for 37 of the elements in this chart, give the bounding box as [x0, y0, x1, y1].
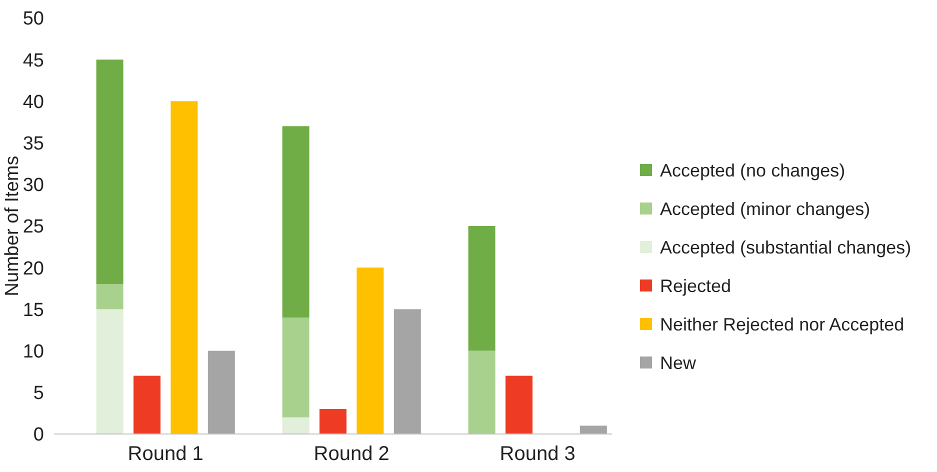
legend-label: Accepted (substantial changes) [660, 237, 912, 258]
bar [282, 417, 310, 434]
bar [96, 60, 124, 284]
y-tick-label: 30 [22, 175, 44, 196]
y-tick-label: 5 [33, 383, 44, 404]
y-tick-label: 10 [22, 341, 44, 362]
bar [468, 226, 496, 351]
bar [282, 126, 310, 318]
y-tick-label: 20 [22, 258, 44, 280]
y-tick-label: 35 [22, 133, 44, 154]
y-tick-label: 15 [22, 300, 44, 321]
y-tick-label: 50 [22, 8, 44, 30]
bar [468, 350, 496, 434]
legend-label: Accepted (no changes) [660, 160, 846, 180]
bar [170, 101, 198, 434]
y-tick-label: 25 [22, 216, 44, 238]
x-tick-label: Round 3 [500, 443, 576, 465]
bar [96, 309, 124, 434]
x-tick-label: Round 1 [128, 443, 204, 465]
legend-label: Rejected [660, 276, 732, 296]
legend-label: Accepted (minor changes) [660, 198, 870, 219]
legend-label: New [660, 352, 698, 373]
y-tick-label: 40 [22, 92, 44, 113]
y-tick-label: 45 [22, 50, 44, 72]
bar [394, 309, 421, 434]
y-axis-title: Number of Items [2, 156, 23, 296]
bar [208, 350, 235, 434]
bar [282, 318, 310, 418]
legend-label: Neither Rejected nor Accepted [660, 314, 904, 334]
bar [320, 409, 346, 434]
bar [580, 426, 607, 434]
y-tick-label: 0 [33, 424, 44, 446]
bar [506, 376, 532, 434]
bar [356, 268, 384, 434]
x-tick-label: Round 2 [314, 443, 390, 465]
bar [134, 376, 160, 434]
bar [96, 284, 124, 310]
